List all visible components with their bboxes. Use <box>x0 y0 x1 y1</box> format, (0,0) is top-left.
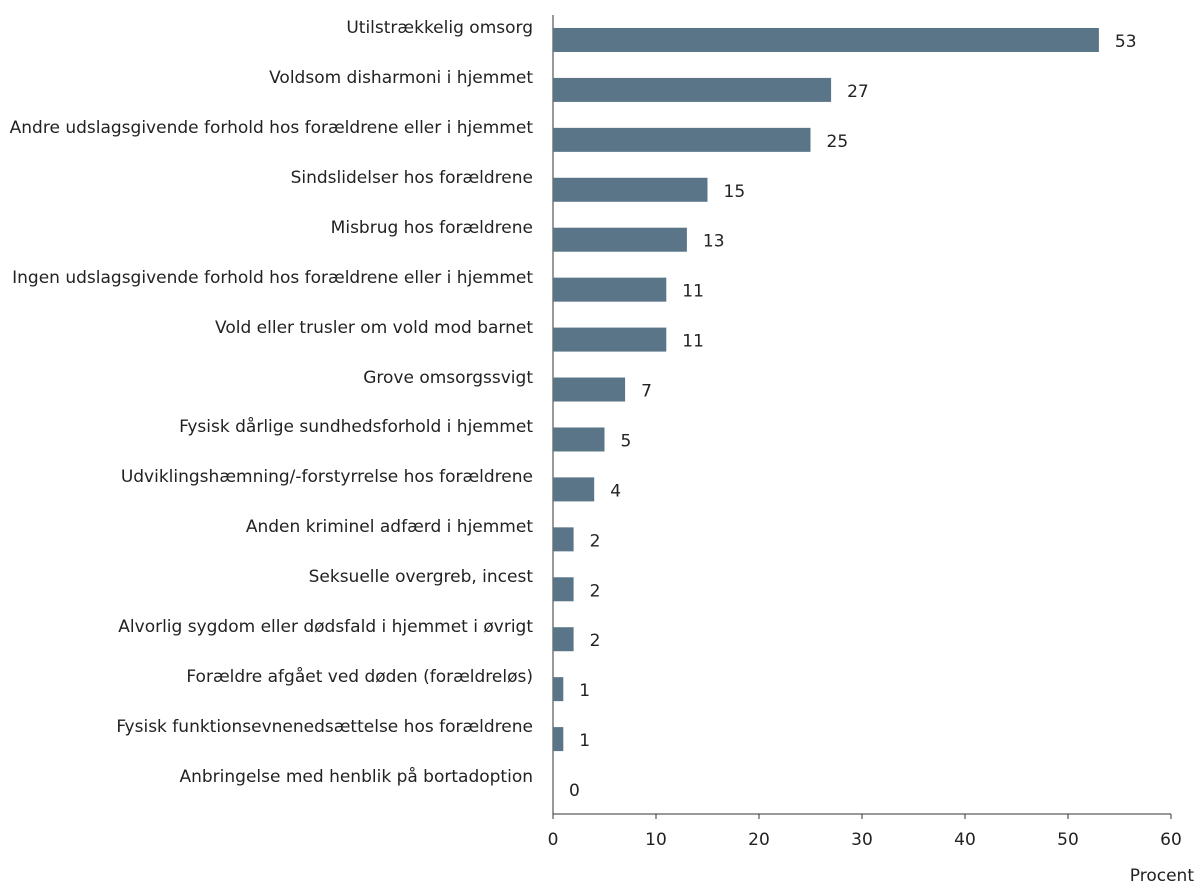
value-label: 7 <box>641 382 652 402</box>
y-tick-label: Vold eller trusler om vold mod barnet <box>215 317 533 338</box>
y-tick-label: Misbrug hos forældrene <box>330 217 533 238</box>
y-tick-label: Forældre afgået ved døden (forældreløs) <box>186 667 533 688</box>
value-label: 11 <box>682 282 704 302</box>
bar <box>553 527 574 552</box>
x-tick-label: 50 <box>1057 830 1079 850</box>
value-label: 2 <box>590 531 601 551</box>
value-label: 1 <box>579 731 590 751</box>
y-tick-label: Seksuelle overgreb, incest <box>308 567 533 588</box>
x-tick-label: 20 <box>748 830 770 850</box>
y-tick-label: Anden kriminel adfærd i hjemmet <box>245 517 533 538</box>
value-label: 2 <box>590 581 601 601</box>
y-tick-label: Utilstrækkelig omsorg <box>346 17 533 38</box>
x-tick-label: 30 <box>851 830 873 850</box>
y-tick-label: Voldsom disharmoni i hjemmet <box>269 67 533 88</box>
bar <box>553 77 832 102</box>
bar <box>553 127 811 152</box>
x-axis-label: Procent <box>1130 866 1195 884</box>
value-label: 15 <box>724 182 746 202</box>
x-tick-label: 60 <box>1160 830 1182 850</box>
y-tick-label: Fysisk funktionsevnenedsættelse hos foræ… <box>116 717 533 738</box>
y-tick-label: Anbringelse med henblik på bortadoption <box>179 767 533 788</box>
value-label: 25 <box>827 132 849 152</box>
bar <box>553 477 595 502</box>
value-label: 1 <box>579 681 590 701</box>
y-tick-label: Udviklingshæmning/-forstyrrelse hos foræ… <box>120 467 533 488</box>
value-label: 11 <box>682 332 704 352</box>
bar <box>553 677 564 702</box>
bar <box>553 227 687 252</box>
value-label: 0 <box>569 781 580 801</box>
bar <box>553 427 605 452</box>
bar <box>553 277 667 302</box>
bar <box>553 327 667 352</box>
value-label: 53 <box>1115 32 1137 52</box>
value-label: 13 <box>703 232 725 252</box>
y-tick-label: Sindslidelser hos forældrene <box>290 167 533 188</box>
x-tick-label: 10 <box>645 830 667 850</box>
bar <box>553 177 708 202</box>
bar <box>553 577 574 602</box>
y-tick-label: Alvorlig sygdom eller dødsfald i hjemmet… <box>118 617 533 638</box>
bar <box>553 377 626 402</box>
value-label: 27 <box>847 82 869 102</box>
value-label: 2 <box>590 631 601 651</box>
value-label: 4 <box>610 481 621 501</box>
bar <box>553 627 574 652</box>
y-tick-label: Grove omsorgssvigt <box>363 367 533 388</box>
x-tick-label: 0 <box>548 830 559 850</box>
bar <box>553 27 1099 52</box>
y-tick-label: Fysisk dårlige sundhedsforhold i hjemmet <box>179 417 533 438</box>
bar <box>553 727 564 752</box>
value-label: 5 <box>621 431 632 451</box>
x-tick-label: 40 <box>954 830 976 850</box>
y-tick-label: Andre udslagsgivende forhold hos forældr… <box>9 117 533 138</box>
y-tick-label: Ingen udslagsgivende forhold hos forældr… <box>12 267 533 288</box>
